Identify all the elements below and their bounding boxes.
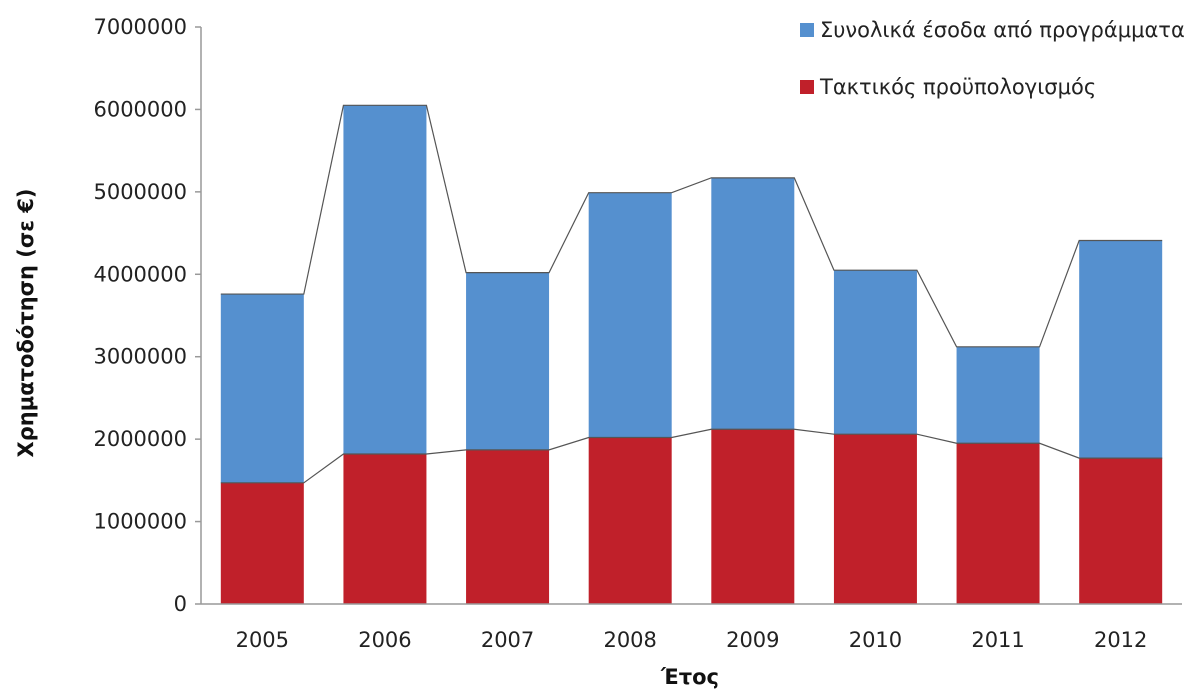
- x-tick-label: 2007: [481, 628, 534, 652]
- bar-programs-2007: [466, 272, 550, 450]
- x-tick-label: 2008: [603, 628, 656, 652]
- legend-swatch-programs: [800, 23, 814, 37]
- plot-area: [220, 105, 1163, 604]
- bar-budget-2010: [833, 434, 917, 604]
- y-tick-label: 3000000: [93, 345, 187, 369]
- bar-programs-2009: [711, 177, 795, 430]
- legend: Συνολικά έσοδα από προγράμματα Τακτικός …: [800, 18, 1185, 99]
- bar-budget-2006: [343, 453, 427, 604]
- bar-programs-2006: [343, 105, 427, 454]
- x-tick-label: 2006: [358, 628, 411, 652]
- connector-line-total: [220, 104, 1163, 348]
- y-tick-label: 2000000: [93, 427, 187, 451]
- y-tick-label: 1000000: [93, 510, 187, 534]
- bar-programs-2005: [220, 294, 304, 483]
- bar-budget-2008: [588, 437, 672, 604]
- y-tick-label: 5000000: [93, 180, 187, 204]
- x-axis-title: Έτος: [660, 665, 719, 689]
- legend-swatch-budget: [800, 80, 814, 94]
- bar-budget-2012: [1079, 458, 1163, 604]
- x-tick-label: 2010: [849, 628, 902, 652]
- x-tick-label: 2005: [236, 628, 289, 652]
- legend-label-programs: Συνολικά έσοδα από προγράμματα: [820, 18, 1185, 42]
- x-tick-labels: 2005 2006 2007 2008 2009 2010 2011 2012: [236, 628, 1148, 652]
- axes: [200, 27, 1182, 605]
- x-tick-label: 2011: [971, 628, 1024, 652]
- y-axis-title: Χρηματοδότηση (σε €): [14, 189, 38, 458]
- connector-line-budget: [220, 428, 1163, 484]
- bar-budget-2009: [711, 429, 795, 604]
- bar-budget-2007: [466, 449, 550, 604]
- y-tick-labels: 0 1000000 2000000 3000000 4000000 5000000 6000…: [93, 15, 201, 616]
- bar-programs-2011: [956, 346, 1040, 444]
- y-tick-label: 0: [174, 592, 187, 616]
- x-tick-label: 2012: [1094, 628, 1147, 652]
- y-tick-label: 4000000: [93, 262, 187, 286]
- legend-label-budget: Τακτικός προϋπολογισμός: [819, 75, 1096, 99]
- connector-lines: [220, 104, 1163, 484]
- bar-budget-2005: [220, 482, 304, 604]
- y-tick-label: 6000000: [93, 97, 187, 121]
- x-tick-label: 2009: [726, 628, 779, 652]
- y-tick-label: 7000000: [93, 15, 187, 39]
- bar-programs-2012: [1079, 240, 1163, 459]
- bar-programs-2010: [833, 270, 917, 435]
- bar-budget-2011: [956, 443, 1040, 604]
- bar-programs-2008: [588, 192, 672, 438]
